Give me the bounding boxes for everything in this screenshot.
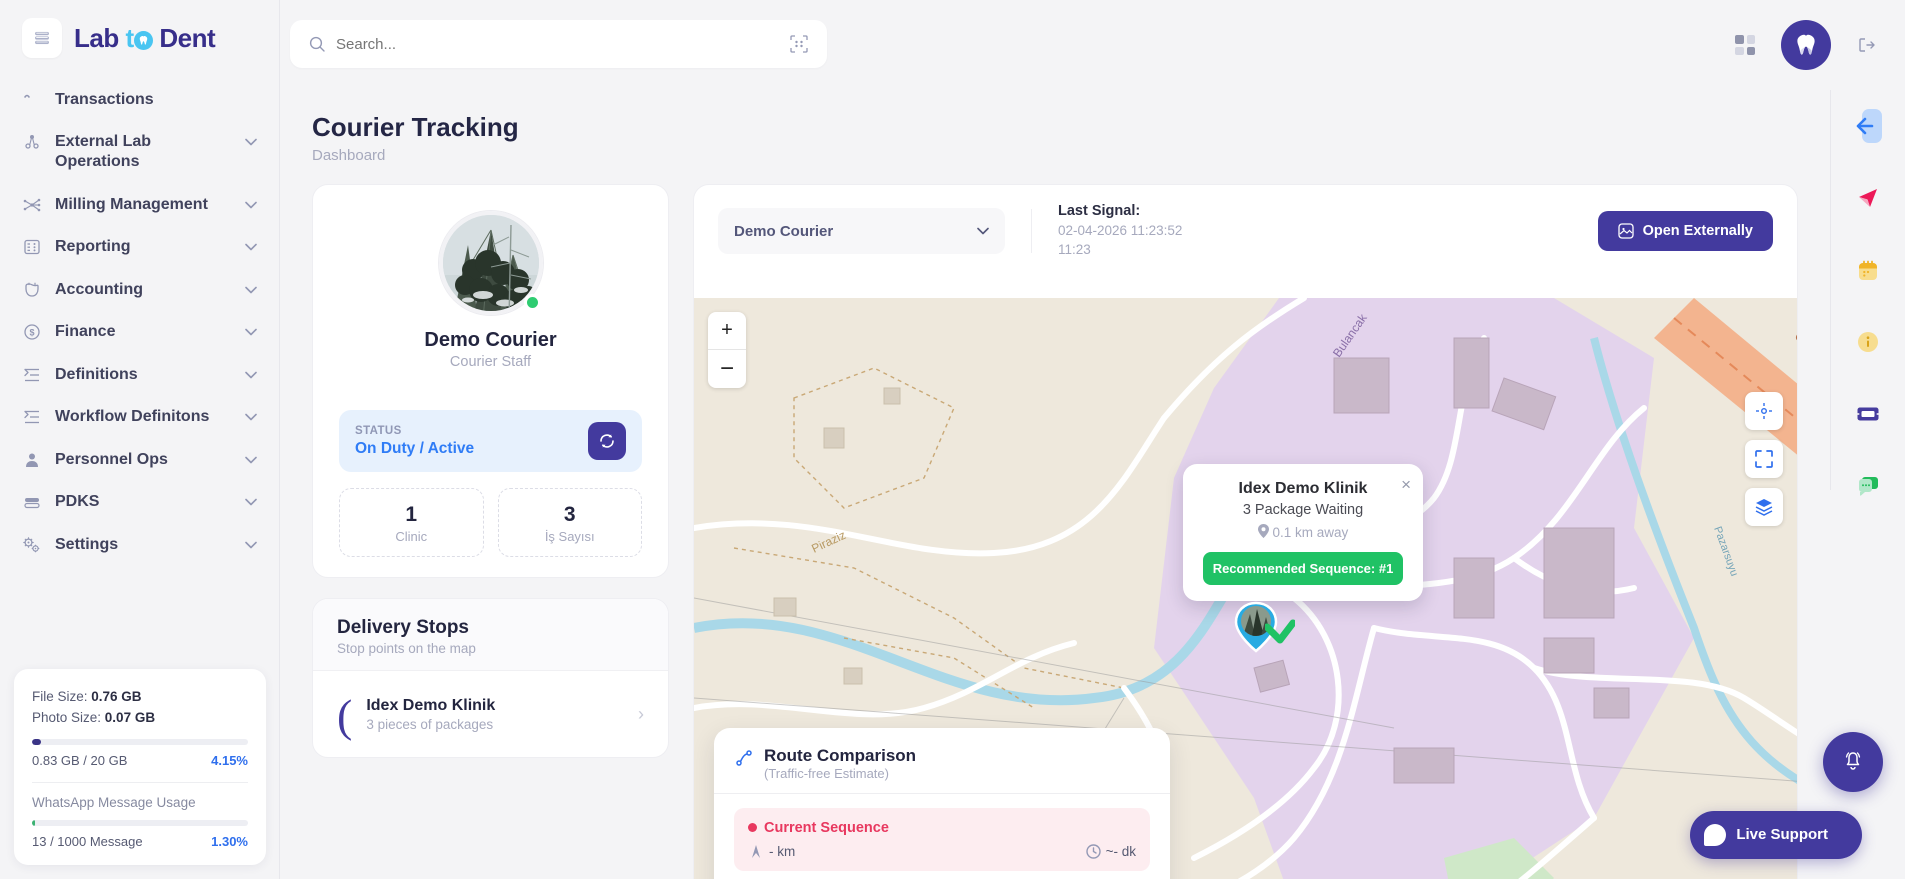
svg-text:$: $ (29, 328, 34, 338)
